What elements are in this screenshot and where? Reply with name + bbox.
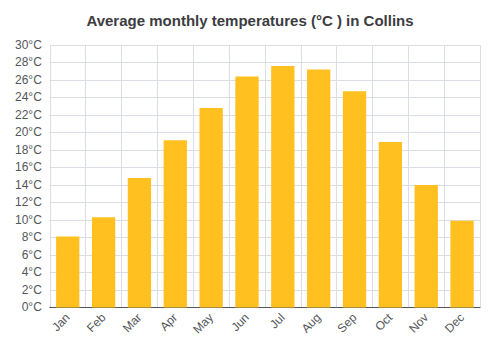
svg-text:2°C: 2°C bbox=[22, 283, 42, 297]
svg-text:Apr: Apr bbox=[157, 311, 180, 334]
svg-text:0°C: 0°C bbox=[22, 300, 42, 314]
svg-text:30°C: 30°C bbox=[15, 38, 42, 52]
svg-text:May: May bbox=[190, 311, 216, 337]
svg-text:10°C: 10°C bbox=[15, 213, 42, 227]
svg-text:14°C: 14°C bbox=[15, 178, 42, 192]
svg-text:8°C: 8°C bbox=[22, 230, 42, 244]
svg-text:Average monthly temperatures (: Average monthly temperatures (°C ) in Co… bbox=[86, 12, 413, 29]
svg-text:Jan: Jan bbox=[49, 311, 73, 335]
svg-text:4°C: 4°C bbox=[22, 265, 42, 279]
svg-text:26°C: 26°C bbox=[15, 73, 42, 87]
svg-text:16°C: 16°C bbox=[15, 160, 42, 174]
svg-text:Aug: Aug bbox=[299, 311, 324, 336]
svg-text:18°C: 18°C bbox=[15, 143, 42, 157]
svg-text:Jun: Jun bbox=[228, 311, 252, 335]
svg-text:20°C: 20°C bbox=[15, 125, 42, 139]
svg-text:Mar: Mar bbox=[120, 311, 145, 335]
svg-text:Feb: Feb bbox=[84, 310, 109, 335]
svg-text:Sep: Sep bbox=[334, 310, 359, 335]
svg-text:Jul: Jul bbox=[267, 311, 288, 332]
svg-text:28°C: 28°C bbox=[15, 55, 42, 69]
svg-text:22°C: 22°C bbox=[15, 108, 42, 122]
svg-text:6°C: 6°C bbox=[22, 248, 42, 262]
svg-text:Dec: Dec bbox=[442, 311, 467, 336]
svg-text:12°C: 12°C bbox=[15, 195, 42, 209]
svg-text:Nov: Nov bbox=[406, 311, 431, 336]
svg-text:Oct: Oct bbox=[372, 310, 396, 334]
svg-text:24°C: 24°C bbox=[15, 90, 42, 104]
